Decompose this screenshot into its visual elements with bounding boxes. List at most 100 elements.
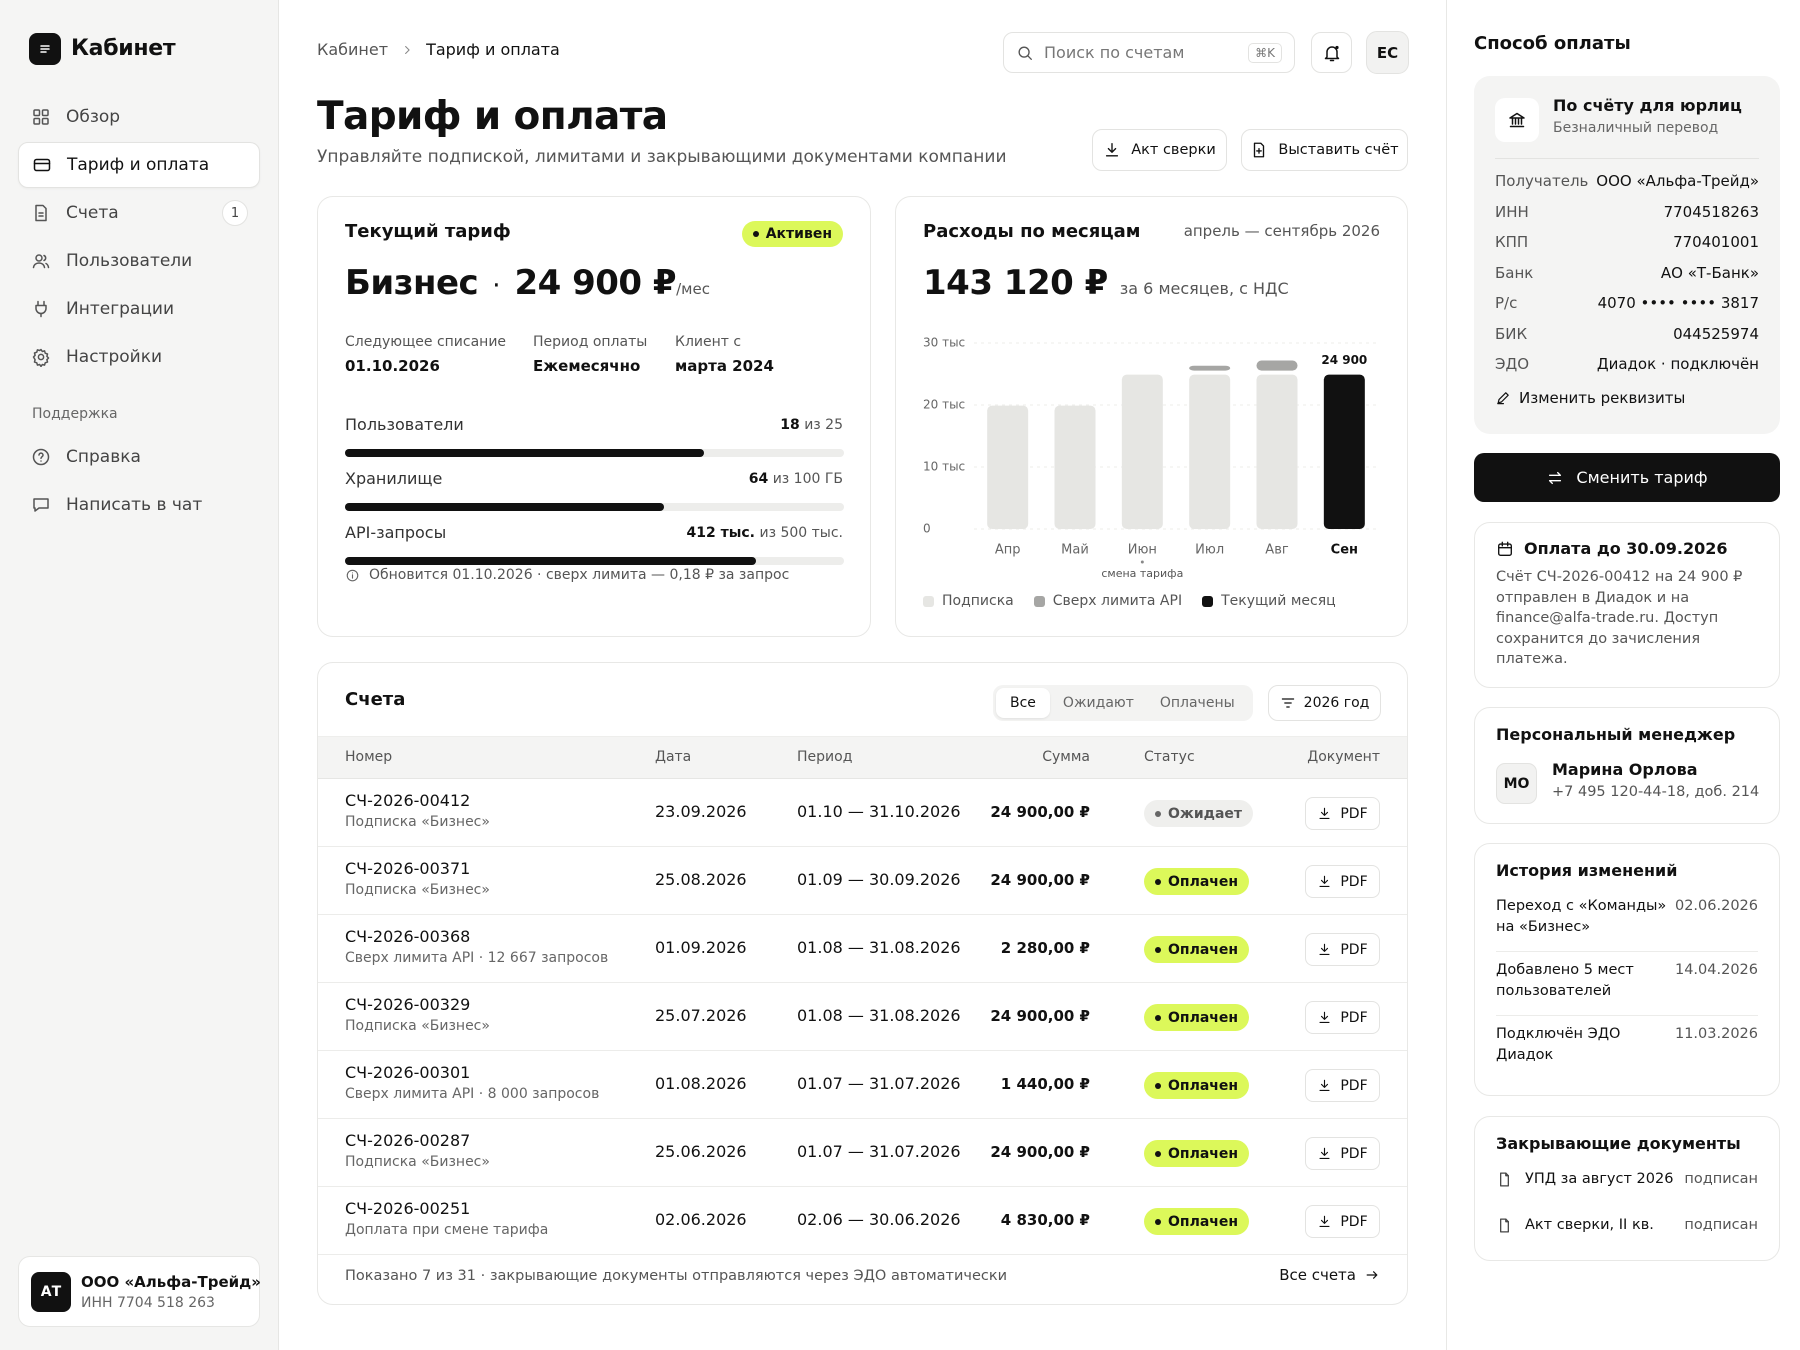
icon — [33, 158, 51, 172]
pdf-button[interactable]: PDF — [1305, 1137, 1380, 1170]
annotation: смена тарифа — [1101, 567, 1183, 580]
invoice-date: 02.06.2026 — [655, 1210, 747, 1229]
search-shortcut: ⌘K — [1248, 42, 1282, 63]
pdf-button[interactable]: PDF — [1305, 933, 1380, 966]
nav-item[interactable]: Обзор — [18, 94, 260, 140]
status-label: Оплачен — [1168, 941, 1239, 958]
invoice-number: СЧ-2026-00329 — [345, 995, 471, 1014]
icon-shape — [1319, 875, 1330, 887]
table-row[interactable]: СЧ-2026-00329 Подписка «Бизнес» 25.07.2026… — [318, 983, 1407, 1051]
nav-item[interactable]: Настройки — [18, 334, 260, 380]
action-button[interactable]: Акт сверки — [1092, 129, 1227, 171]
invoice-period: 01.07 — 31.07.2026 — [797, 1074, 961, 1093]
icon-shape — [1498, 542, 1512, 556]
nav-label: Обзор — [66, 107, 121, 127]
tab[interactable]: Все — [996, 688, 1050, 718]
breadcrumb-item[interactable]: Кабинет — [317, 40, 389, 59]
nav-section-title: Поддержка — [32, 406, 118, 422]
document-item[interactable]: УПД за август 2026 подписан — [1496, 1168, 1758, 1190]
invoice-period: 01.10 — 31.10.2026 — [797, 802, 961, 821]
column-header: Статус — [1144, 749, 1195, 765]
table-row[interactable]: СЧ-2026-00412 Подписка «Бизнес» 23.09.2026… — [318, 779, 1407, 847]
icon — [1106, 143, 1119, 157]
icon-shape — [35, 204, 47, 222]
history-date: 11.03.2026 — [1674, 1026, 1758, 1042]
icon-shape — [1509, 112, 1525, 128]
table-row[interactable]: СЧ-2026-00301 Сверх лимита API · 8 000 за… — [318, 1051, 1407, 1119]
detail-value: 7704518263 — [1663, 202, 1759, 221]
table-row[interactable]: СЧ-2026-00251 Доплата при смене тарифа 02.… — [318, 1187, 1407, 1255]
icon-shape — [33, 158, 51, 172]
all-invoices-link[interactable]: Все счета — [1279, 1266, 1380, 1284]
limit-track — [345, 449, 844, 457]
bar — [1121, 374, 1163, 529]
document-item[interactable]: Акт сверки, II кв. подписан — [1496, 1214, 1758, 1236]
manager-name: Марина Орлова — [1552, 760, 1698, 779]
table-row[interactable]: СЧ-2026-00371 Подписка «Бизнес» 25.08.2026… — [318, 847, 1407, 915]
search[interactable]: Поиск по счетам ⌘K — [1003, 32, 1295, 73]
invoice-period: 01.08 — 31.08.2026 — [797, 938, 961, 957]
icon-shape — [1319, 807, 1330, 819]
tab[interactable]: Ожидают — [1062, 695, 1134, 711]
bar-value-label: 24 900 — [1321, 353, 1367, 367]
nav-item[interactable]: Справка — [18, 434, 260, 480]
bar — [1189, 374, 1231, 529]
notifications-button[interactable] — [1311, 32, 1352, 73]
table-row[interactable]: СЧ-2026-00287 Подписка «Бизнес» 25.06.2026… — [318, 1119, 1407, 1187]
status-badge: Активен — [741, 221, 843, 247]
status-label: Оплачен — [1168, 1077, 1239, 1094]
pdf-label: PDF — [1340, 1077, 1368, 1094]
icon-shape — [1254, 142, 1265, 158]
icon — [1319, 807, 1330, 819]
history-text: Переход с «Команды» на «Бизнес» — [1496, 898, 1667, 935]
nav-item[interactable]: Счета 1 — [18, 190, 260, 236]
user-avatar[interactable]: ЕС — [1366, 31, 1409, 74]
icon-shape — [405, 45, 410, 54]
invoice-date: 01.09.2026 — [655, 938, 747, 957]
nav-item[interactable]: Тариф и оплата — [18, 142, 260, 188]
invoice-date: 25.07.2026 — [655, 1006, 747, 1025]
table-row[interactable]: СЧ-2026-00368 Сверх лимита API · 12 667 з… — [318, 915, 1407, 983]
edit-link[interactable]: Изменить реквизиты — [1495, 389, 1685, 407]
page-subtitle: Управляйте подпиской, лимитами и закрыва… — [317, 147, 1007, 167]
nav-item[interactable]: Пользователи — [18, 238, 260, 284]
icon-shape — [32, 262, 46, 269]
icon — [35, 300, 47, 318]
change-plan-button[interactable]: Сменить тариф — [1474, 453, 1780, 502]
tab[interactable]: Оплачены — [1159, 695, 1235, 711]
status-dot — [1155, 1218, 1161, 1225]
page-title: Тариф и оплата — [317, 94, 668, 139]
icon-shape — [35, 300, 47, 315]
icon — [40, 45, 50, 53]
action-button[interactable]: Выставить счёт — [1241, 129, 1408, 171]
icon — [1319, 1079, 1330, 1091]
sidebar: Кабинет Обзор Тариф и оплата Счета 1 Пользова… — [0, 0, 279, 1350]
icon — [1500, 1171, 1509, 1187]
icon-shape — [32, 448, 50, 466]
invoice-desc: Доплата при смене тарифа — [345, 1222, 549, 1238]
company-card[interactable]: АТ ООО «Альфа-Трейд» ИНН 7704 518 263 — [18, 1256, 261, 1327]
pdf-button[interactable]: PDF — [1305, 797, 1380, 830]
y-tick-label: 30 тыс — [923, 336, 965, 350]
nav-item[interactable]: Написать в чат — [18, 482, 260, 528]
icon-shape — [38, 452, 44, 460]
invoice-desc: Подписка «Бизнес» — [345, 882, 490, 898]
pdf-button[interactable]: PDF — [1305, 1001, 1380, 1034]
icon-shape — [33, 109, 41, 117]
icon — [1319, 943, 1330, 955]
nav-item[interactable]: Интеграции — [18, 286, 260, 332]
icon-shape — [1319, 1215, 1330, 1227]
invoice-period: 01.08 — 31.08.2026 — [797, 1006, 961, 1025]
limit-used: 412 тыс. — [686, 525, 756, 541]
pdf-button[interactable]: PDF — [1305, 1205, 1380, 1238]
filter-button[interactable]: 2026 год — [1268, 685, 1381, 721]
icon — [1500, 1217, 1509, 1233]
status-dot — [1155, 1014, 1161, 1021]
pdf-label: PDF — [1340, 805, 1368, 822]
pdf-button[interactable]: PDF — [1305, 1069, 1380, 1102]
info-value: 01.10.2026 — [345, 357, 440, 375]
pdf-button[interactable]: PDF — [1305, 865, 1380, 898]
status-label: Оплачен — [1168, 873, 1239, 890]
icon — [32, 448, 50, 466]
